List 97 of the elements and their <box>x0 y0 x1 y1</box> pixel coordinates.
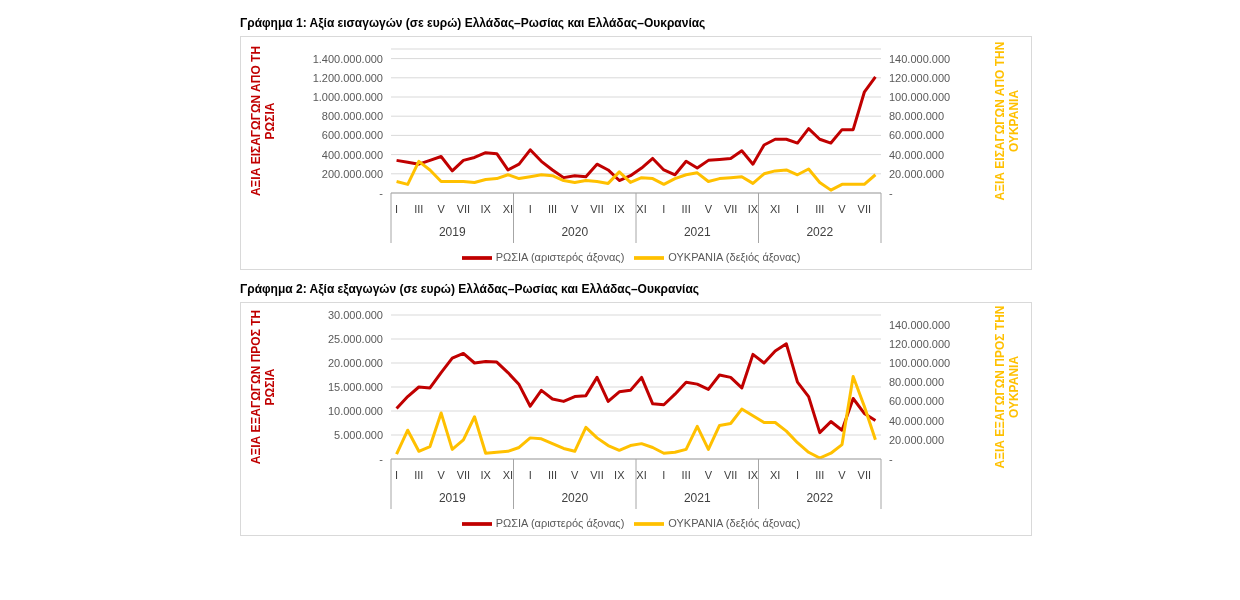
y-tick-label: 1.400.000.000 <box>312 52 383 65</box>
text: 2022 <box>806 225 834 239</box>
y-tick-label: 25.000.000 <box>327 332 383 345</box>
y2-axis-title: ΑΞΙΑ ΕΙΣΑΓΩΓΩΝ ΑΠΟ ΤΗΝ ΟΥΚΡΑΝΙΑ <box>993 41 1021 201</box>
y-tick-label: 600.000.000 <box>321 129 383 142</box>
legend-label: ΟΥΚΡΑΝΙΑ (δεξιός άξονας) <box>668 516 801 529</box>
x-tick-label: III <box>815 203 825 215</box>
x-tick-label: V <box>571 469 580 481</box>
y-tick-label: - <box>379 452 384 465</box>
x-tick-label: VII <box>857 469 872 481</box>
x-tick-label: VII <box>723 469 738 481</box>
text: 2021 <box>683 491 711 505</box>
x-tick-label: XI <box>502 203 514 215</box>
x-tick-label: I <box>395 203 399 215</box>
x-tick-label: III <box>547 203 558 215</box>
x-tick-label: IX <box>747 469 759 481</box>
y2-tick-label: 120.000.000 <box>889 71 951 84</box>
line-series <box>395 159 877 192</box>
y2-tick-label: 140.000.000 <box>889 318 951 331</box>
y-tick-label: 20.000.000 <box>327 356 383 369</box>
x-tick-label: VII <box>723 203 738 215</box>
y2-tick-label: 40.000.000 <box>889 414 945 427</box>
x-tick-label: I <box>528 469 532 481</box>
y-tick-label: 200.000.000 <box>321 167 383 180</box>
y2-tick-label: 60.000.000 <box>889 129 945 142</box>
x-tick-label: I <box>795 203 800 215</box>
x-tick-label: I <box>662 203 666 215</box>
x-tick-label: VII <box>857 203 872 215</box>
y-tick-label: 10.000.000 <box>327 404 383 417</box>
text: 2019 <box>438 225 466 239</box>
y2-tick-label: 140.000.000 <box>889 52 951 65</box>
text: 2020 <box>561 491 589 505</box>
x-tick-label: I <box>395 469 399 481</box>
x-tick-label: XI <box>770 203 781 215</box>
x-tick-label: V <box>437 469 446 481</box>
x-tick-label: V <box>838 469 847 481</box>
y2-tick-label: 120.000.000 <box>889 337 951 350</box>
text: 2019 <box>438 491 466 505</box>
legend-label: ΟΥΚΡΑΝΙΑ (δεξιός άξονας) <box>668 250 801 263</box>
x-tick-label: V <box>437 203 446 215</box>
x-tick-label: VII <box>590 203 604 215</box>
y-tick-label: 5.000.000 <box>334 428 383 441</box>
text: 2021 <box>683 225 711 239</box>
text: 2020 <box>561 225 589 239</box>
x-tick-label: XI <box>636 203 647 215</box>
y2-tick-label: 60.000.000 <box>889 395 945 408</box>
y-axis-title: ΑΞΙΑ ΕΞΑΓΩΓΩΝ ΠΡΟΣ ΤΗ ΡΩΣΙΑ <box>249 309 277 465</box>
y2-tick-label: - <box>889 452 893 465</box>
y-tick-label: 1.000.000.000 <box>312 90 383 103</box>
x-tick-label: XI <box>502 469 514 481</box>
y2-tick-label: 40.000.000 <box>889 148 945 161</box>
x-tick-label: I <box>795 469 800 481</box>
chart-title: Γράφημα 1: Αξία εισαγωγών (σε ευρώ) Ελλάδας–Ρωσίας και Ελλάδας–Ουκρανίας <box>240 16 707 30</box>
x-tick-label: IX <box>480 469 492 481</box>
y2-tick-label: 80.000.000 <box>889 110 945 123</box>
x-tick-label: V <box>704 469 713 481</box>
y-tick-label: 400.000.000 <box>321 148 383 161</box>
x-tick-label: III <box>815 469 825 481</box>
x-tick-label: VII <box>456 203 471 215</box>
x-tick-label: IX <box>614 469 626 481</box>
x-tick-label: IX <box>614 203 626 215</box>
x-tick-label: III <box>414 469 424 481</box>
x-tick-label: I <box>662 469 666 481</box>
y-tick-label: 800.000.000 <box>321 110 383 123</box>
line-series <box>395 342 877 435</box>
x-tick-label: III <box>681 469 691 481</box>
y-tick-label: 30.000.000 <box>327 308 383 321</box>
x-tick-label: I <box>528 203 532 215</box>
y-tick-label: - <box>379 186 384 199</box>
y2-tick-label: 20.000.000 <box>889 433 945 446</box>
y2-tick-label: 80.000.000 <box>889 376 945 389</box>
text: 2022 <box>806 491 834 505</box>
y2-tick-label: - <box>889 186 893 199</box>
x-tick-label: V <box>704 203 713 215</box>
y-tick-label: 15.000.000 <box>327 380 383 393</box>
y2-tick-label: 20.000.000 <box>889 167 945 180</box>
x-tick-label: VII <box>590 469 604 481</box>
legend-label: ΡΩΣΙΑ (αριστερός άξονας) <box>495 516 625 529</box>
y2-axis-title: ΑΞΙΑ ΕΞΑΓΩΓΩΝ ΠΡΟΣ ΤΗΝ ΟΥΚΡΑΝΙΑ <box>993 305 1021 469</box>
y-tick-label: 1.200.000.000 <box>312 71 383 84</box>
x-tick-label: IX <box>480 203 492 215</box>
x-tick-label: III <box>681 203 691 215</box>
line-series <box>395 75 877 183</box>
x-tick-label: V <box>838 203 847 215</box>
y-axis-title: ΑΞΙΑ ΕΙΣΑΓΩΓΩΝ ΑΠΟ ΤΗ ΡΩΣΙΑ <box>249 45 277 197</box>
x-tick-label: III <box>547 469 558 481</box>
y2-tick-label: 100.000.000 <box>889 356 951 369</box>
line-series <box>395 374 877 459</box>
x-tick-label: V <box>571 203 580 215</box>
y2-tick-label: 100.000.000 <box>889 90 951 103</box>
x-tick-label: VII <box>456 469 471 481</box>
x-tick-label: III <box>414 203 424 215</box>
x-tick-label: IX <box>747 203 759 215</box>
x-tick-label: XI <box>636 469 647 481</box>
x-tick-label: XI <box>770 469 781 481</box>
chart-title: Γράφημα 2: Αξία εξαγωγών (σε ευρώ) Ελλάδας–Ρωσίας και Ελλάδας–Ουκρανίας <box>240 282 700 296</box>
legend-label: ΡΩΣΙΑ (αριστερός άξονας) <box>495 250 625 263</box>
